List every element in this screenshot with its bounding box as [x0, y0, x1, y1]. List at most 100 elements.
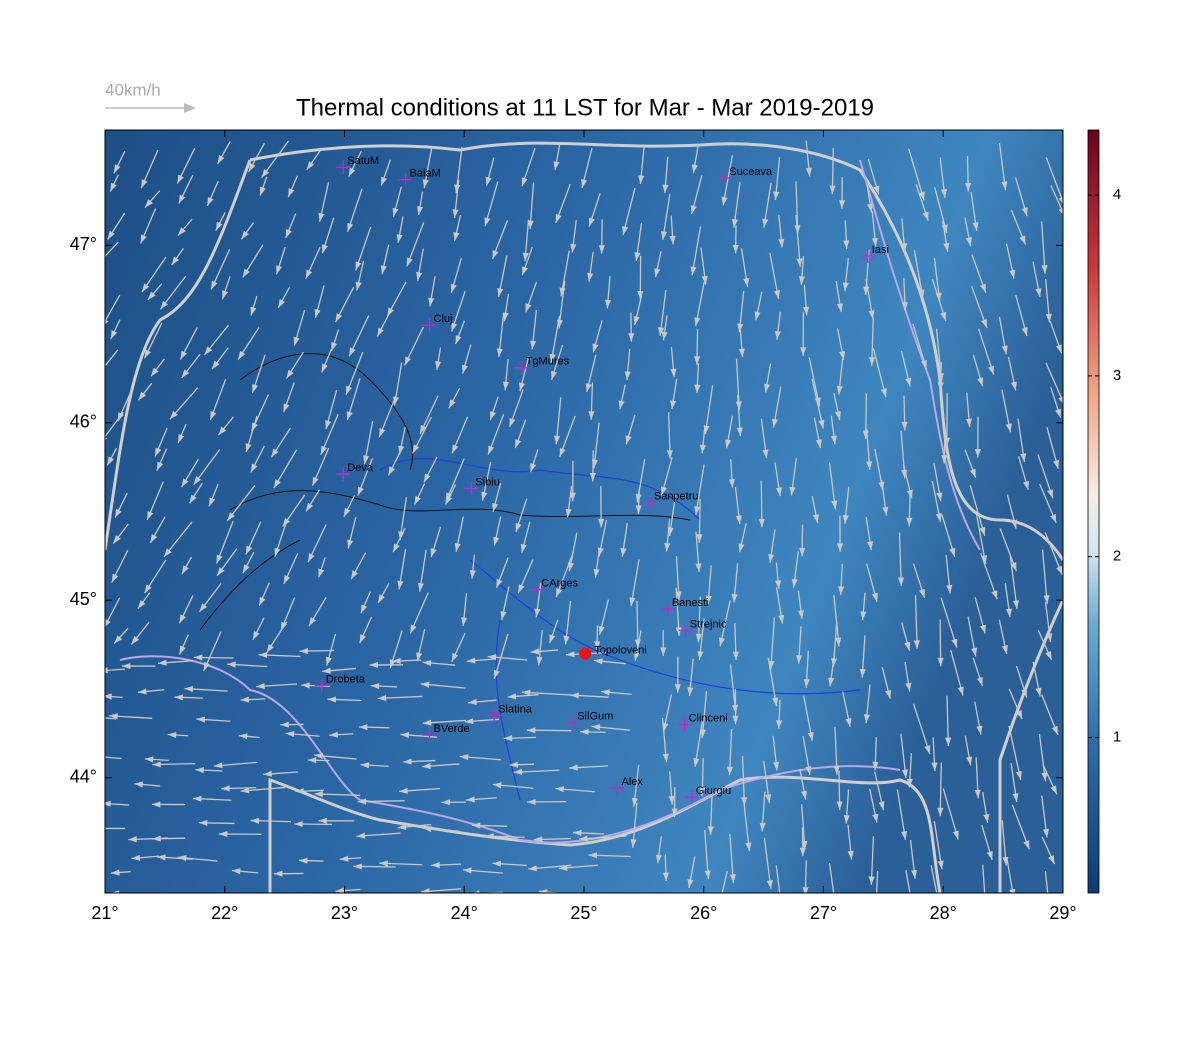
wind-arrowhead — [195, 767, 204, 774]
wind-arrowhead — [1012, 793, 1019, 802]
wind-arrowhead — [818, 419, 825, 429]
wind-arrowhead — [670, 400, 677, 410]
wind-arrowhead — [363, 455, 370, 465]
wind-arrowhead — [839, 350, 846, 360]
wind-arrowhead — [177, 174, 184, 184]
wind-arrowhead — [965, 237, 972, 247]
wind-arrowhead — [847, 850, 854, 860]
wind-arrow — [596, 899, 626, 901]
wind-arrowhead — [843, 240, 850, 249]
wind-arrowhead — [705, 595, 712, 605]
wind-arrowhead — [397, 823, 407, 831]
wind-arrowhead — [843, 815, 850, 824]
wind-arrowhead — [160, 300, 168, 310]
wind-arrowhead — [520, 543, 527, 553]
wind-arrowhead — [355, 261, 362, 271]
wind-arrowhead — [181, 369, 190, 378]
wind-arrow — [410, 900, 434, 902]
wind-arrowhead — [280, 721, 289, 728]
wind-arrowhead — [147, 511, 154, 521]
wind-arrowhead — [731, 593, 738, 603]
map-title: Thermal conditions at 11 LST for Mar - M… — [296, 94, 874, 121]
wind-arrowhead — [830, 658, 838, 667]
wind-arrowhead — [156, 905, 164, 911]
city-label: Sibiu — [475, 476, 499, 488]
wind-arrowhead — [1015, 770, 1022, 780]
wind-arrowhead — [451, 652, 459, 662]
wind-arrowhead — [1042, 828, 1050, 838]
wind-arrowhead — [522, 252, 529, 262]
wind-arrowhead — [765, 794, 772, 803]
wind-arrow — [695, 464, 705, 516]
wind-arrowhead — [250, 306, 257, 316]
wind-arrow — [297, 902, 321, 904]
wind-arrowhead — [314, 791, 323, 798]
wind-arrowhead — [991, 590, 998, 600]
wind-arrowhead — [157, 854, 166, 861]
wind-arrowhead — [658, 327, 665, 336]
wind-arrowhead — [521, 177, 528, 187]
wind-arrowhead — [347, 539, 354, 549]
wind-arrowhead — [441, 799, 451, 806]
wind-arrowhead — [242, 268, 250, 278]
x-tick-label: 29° — [1049, 903, 1076, 923]
wind-arrowhead — [518, 584, 525, 594]
wind-arrowhead — [107, 230, 115, 240]
wind-arrowhead — [218, 830, 228, 838]
wind-arrowhead — [400, 732, 410, 739]
wind-arrowhead — [327, 696, 337, 703]
wind-arrowhead — [152, 835, 161, 842]
wind-arrowhead — [974, 449, 981, 458]
wind-arrowhead — [863, 714, 871, 724]
wind-arrowhead — [664, 542, 671, 552]
wind-arrowhead — [901, 421, 908, 431]
wind-arrowhead — [620, 547, 627, 557]
wind-arrowhead — [321, 363, 328, 373]
wind-arrowhead — [295, 788, 304, 795]
wind-arrowhead — [805, 766, 812, 775]
wind-arrowhead — [217, 155, 225, 164]
wind-arrowhead — [1005, 608, 1012, 618]
wind-arrowhead — [238, 350, 246, 360]
wind-arrowhead — [452, 209, 459, 218]
wind-arrowhead — [179, 614, 186, 624]
wind-arrowhead — [105, 800, 111, 807]
wind-arrowhead — [525, 303, 532, 313]
wind-arrowhead — [485, 176, 492, 186]
wind-arrowhead — [694, 356, 701, 365]
wind-arrowhead — [187, 902, 196, 908]
wind-arrowhead — [661, 331, 668, 341]
wind-arrowhead — [598, 518, 605, 528]
wind-arrowhead — [369, 661, 378, 669]
x-tick-label: 27° — [810, 903, 837, 923]
wind-arrowhead — [155, 447, 162, 457]
wind-arrowhead — [774, 580, 782, 589]
wind-arrowhead — [836, 303, 843, 313]
wind-arrow — [1009, 554, 1018, 610]
wind-arrowhead — [882, 506, 889, 516]
city-label: BVerde — [434, 723, 470, 735]
wind-arrowhead — [156, 461, 164, 471]
wind-arrow — [770, 617, 776, 670]
wind-arrowhead — [128, 836, 137, 843]
wind-arrowhead — [240, 696, 250, 703]
wind-arrowhead — [109, 713, 118, 720]
wind-arrow — [969, 485, 986, 536]
wind-arrowhead — [421, 888, 430, 893]
wind-arrowhead — [218, 426, 227, 436]
wind-arrowhead — [1058, 208, 1063, 215]
wind-arrowhead — [509, 761, 519, 768]
wind-arrowhead — [694, 384, 701, 394]
wind-arrowhead — [216, 554, 223, 564]
wind-arrowhead — [866, 461, 873, 470]
wind-arrowhead — [625, 435, 632, 445]
wind-arrowhead — [707, 826, 714, 835]
wind-arrowhead — [452, 444, 459, 454]
wind-arrowhead — [868, 310, 875, 319]
wind-arrowhead — [618, 400, 625, 410]
wind-arrowhead — [110, 869, 120, 876]
y-tick-label: 46° — [70, 412, 97, 432]
wind-arrowhead — [878, 801, 885, 811]
wind-arrow — [105, 411, 124, 438]
